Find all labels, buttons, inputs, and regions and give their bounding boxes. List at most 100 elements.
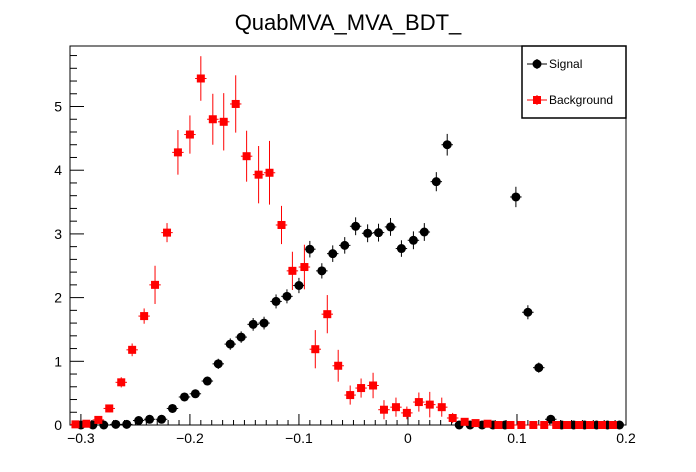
signal-point [305,244,315,254]
y-tick-label: 5 [54,99,62,115]
background-point [71,420,80,429]
background-point [105,404,114,413]
background-point [151,280,160,289]
background-point [94,415,103,424]
x-tick-label: 0 [404,430,412,446]
chart-title: QuabMVA_MVA_BDT_ [235,10,462,35]
signal-point [523,307,533,317]
background-point [163,228,172,237]
background-point [460,417,469,426]
background-point [575,421,584,429]
x-tick-label: 0.2 [616,430,636,446]
signal-point [328,249,338,259]
y-tick-label: 3 [54,226,62,242]
signal-point [213,359,223,369]
signal-point [419,227,429,237]
background-point [586,421,595,429]
background-point [414,398,423,407]
signal-point [202,376,212,386]
legend-box [521,45,627,119]
background-point [300,263,309,272]
legend: Signal Background [521,45,627,119]
background-point [231,99,240,108]
signal-point [431,177,441,187]
axes: −0.3 −0.2 −0.1 0 0.1 0.2 0 1 2 3 4 5 [54,55,636,446]
signal-point [386,222,396,232]
background-point [517,421,526,429]
signal-point [511,192,521,202]
signal-point [340,240,350,250]
signal-point [363,228,373,238]
background-point [140,312,149,321]
signal-point [167,403,177,413]
background-point [117,378,126,387]
background-point [128,345,137,354]
background-point [598,421,607,429]
background-point [529,421,538,429]
background-point [254,170,263,179]
signal-point [157,414,167,424]
signal-point [190,389,200,399]
background-point [277,220,286,229]
x-tick-label: −0.1 [285,430,313,446]
signal-point [122,419,132,429]
signal-point [134,416,144,426]
signal-point [374,228,384,238]
background-point [448,413,457,422]
x-tick-label: 0.1 [507,430,527,446]
background-point [242,152,251,161]
signal-point [236,332,246,342]
data-markers [71,74,624,430]
signal-point [179,392,189,402]
signal-point [614,420,624,430]
legend-background-label: Background [549,93,613,107]
background-point [540,421,549,429]
background-point [471,419,480,428]
legend-signal-label: Signal [549,57,582,71]
background-point [437,403,446,412]
plot-frame [69,45,627,426]
signal-point [248,319,258,329]
background-point [185,130,194,139]
background-point [208,115,217,124]
legend-signal-marker [532,59,542,69]
signal-point [408,235,418,245]
y-tick-label: 2 [54,290,62,306]
background-point [82,419,91,428]
background-point [506,421,515,429]
background-point [288,266,297,275]
y-tick-label: 0 [54,417,62,433]
signal-point [294,281,304,291]
background-point [323,310,332,319]
background-point [173,148,182,157]
background-point [563,421,572,429]
background-point [402,408,411,417]
signal-point [442,140,452,150]
x-tick-label: −0.2 [176,430,204,446]
background-point [483,419,492,428]
x-tick-label: −0.3 [67,430,95,446]
signal-point [225,339,235,349]
signal-point [317,266,327,276]
legend-background-marker [533,96,541,104]
background-point [391,403,400,412]
background-point [425,400,434,409]
background-point [357,384,366,393]
background-point [311,345,320,354]
background-point [608,421,617,429]
background-point [552,421,561,429]
background-point [196,74,205,83]
y-tick-label: 4 [54,162,62,178]
signal-point [282,291,292,301]
background-point [494,421,503,429]
background-point [369,381,378,390]
background-point [334,361,343,370]
signal-point [396,244,406,254]
signal-point [259,318,269,328]
signal-point [351,221,361,231]
signal-point [534,363,544,373]
signal-point [111,419,121,429]
signal-point [145,414,155,424]
y-tick-label: 1 [54,353,62,369]
background-point [346,391,355,400]
